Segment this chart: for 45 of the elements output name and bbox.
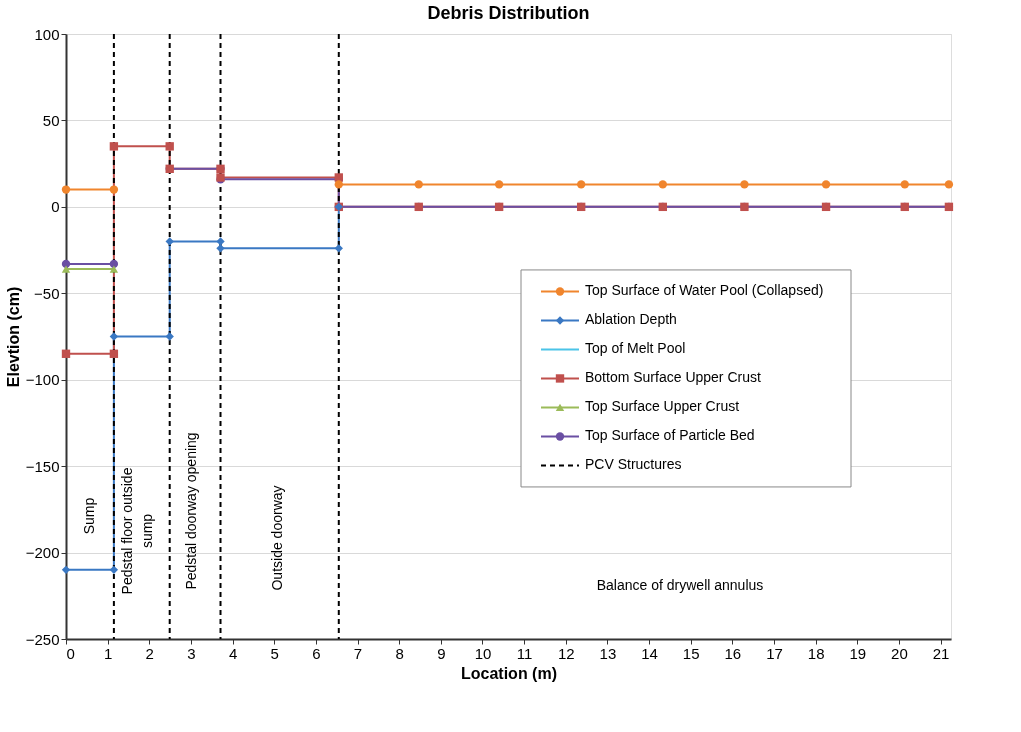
annotation: Pedstal doorway opening [183,432,199,590]
y-tick-label: 100 [34,25,60,43]
legend-label: Top Surface Upper Crust [585,398,740,415]
x-tick-label: 3 [187,644,196,662]
x-tick-label: 0 [66,644,75,662]
y-tick-label: −50 [34,284,60,302]
y-tick-label: 50 [42,111,60,129]
y-tick-label: −250 [25,630,60,648]
x-tick-label: 2 [145,644,154,662]
y-axis-title: Elevtion (cm) [4,286,22,388]
legend-label: PCV Structures [585,456,682,473]
x-tick-label: 7 [353,644,363,662]
x-tick-label: 12 [557,644,575,662]
x-tick-label: 13 [599,644,617,662]
legend-label: Bottom Surface Upper Crust [585,369,761,386]
x-tick-label: 9 [437,644,446,662]
y-tick-label: −200 [25,544,60,562]
x-tick-label: 21 [932,644,950,662]
x-tick-label: 11 [516,644,533,662]
x-tick-label: 6 [312,644,321,662]
annotation: Outside doorway [269,485,285,591]
annotation: Pedstal floor outside sump [119,467,155,595]
legend-label: Top of Melt Pool [585,340,686,357]
x-tick-label: 19 [849,644,867,662]
x-tick-label: 5 [270,644,279,662]
y-tick-label: −100 [25,371,60,389]
annotation: Balance of drywell annulus [596,577,764,593]
x-tick-label: 18 [807,644,825,662]
x-tick-label: 1 [103,644,113,662]
x-tick-label: 15 [682,644,700,662]
annotation: Sump [81,497,97,535]
x-tick-label: 10 [474,644,492,662]
legend-label: Top Surface of Water Pool (Collapsed) [585,282,824,299]
x-tick-label: 17 [766,644,783,662]
x-tick-label: 8 [395,644,404,662]
legend-label: Top Surface of Particle Bed [585,427,755,444]
x-tick-label: 14 [641,644,658,662]
x-tick-label: 16 [724,644,742,662]
x-tick-label: 20 [891,644,908,662]
chart-title: Debris Distribution [427,3,590,23]
x-tick-label: 4 [228,644,238,662]
x-axis-title: Location (m) [461,664,557,682]
y-tick-label: 0 [51,198,60,216]
legend-label: Ablation Depth [585,311,677,328]
y-tick-label: −150 [25,457,60,475]
